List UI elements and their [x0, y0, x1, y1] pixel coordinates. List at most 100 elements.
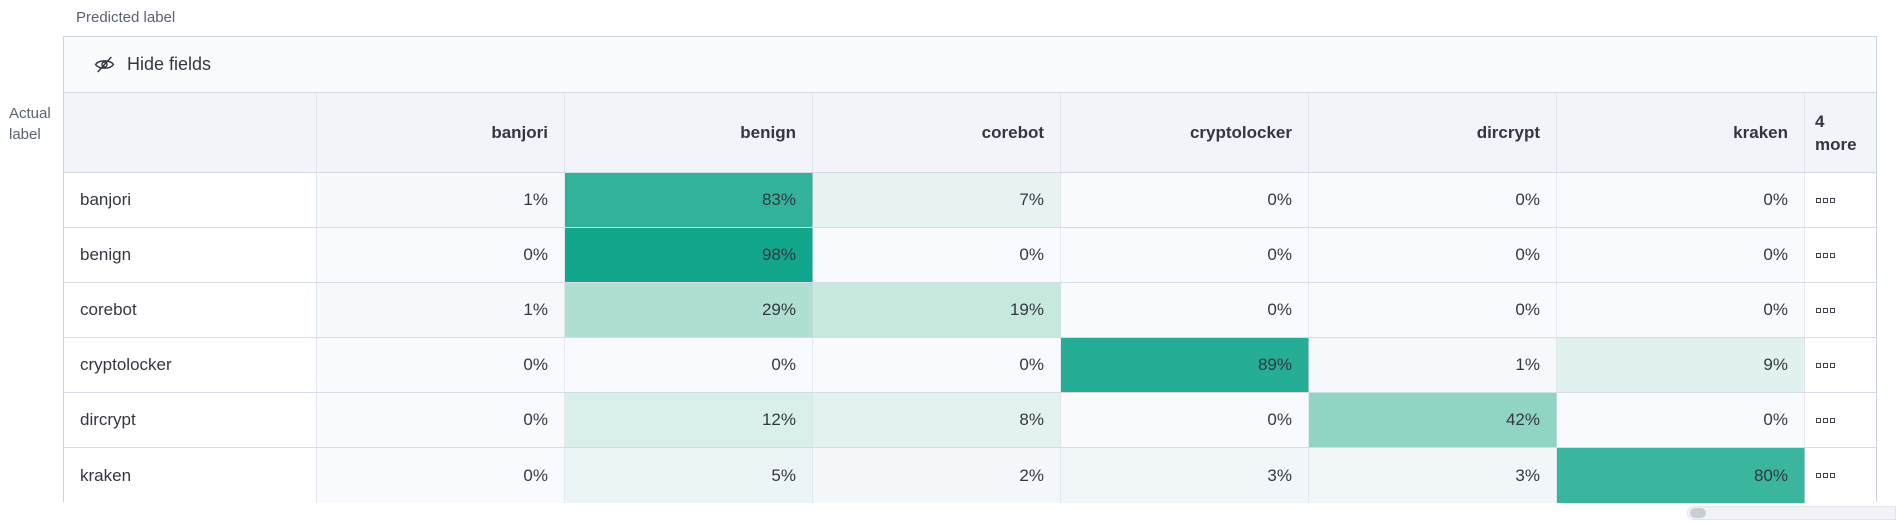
matrix-cell-cryptolocker-dircrypt: 1%: [1309, 338, 1557, 392]
box-glyph: [1816, 252, 1821, 258]
horizontal-scrollbar-thumb[interactable]: [1690, 508, 1706, 518]
boxes-horizontal-icon[interactable]: [1816, 417, 1835, 423]
box-glyph: [1816, 362, 1821, 368]
row-label-banjori: banjori: [64, 173, 317, 227]
box-glyph: [1830, 252, 1835, 258]
row-more-cell: [1805, 283, 1876, 337]
actual-axis-label-line2: label: [9, 126, 41, 143]
matrix-row-kraken: kraken 0% 5% 2% 3% 3% 80%: [64, 448, 1876, 503]
matrix-cell-kraken-cryptolocker: 3%: [1061, 448, 1309, 503]
box-glyph: [1830, 197, 1835, 203]
boxes-horizontal-icon[interactable]: [1816, 307, 1835, 313]
row-label-dircrypt: dircrypt: [64, 393, 317, 447]
column-header-cryptolocker[interactable]: cryptolocker: [1061, 93, 1309, 172]
box-glyph: [1823, 473, 1828, 478]
matrix-cell-dircrypt-benign: 12%: [565, 393, 813, 447]
matrix-cell-dircrypt-cryptolocker: 0%: [1061, 393, 1309, 447]
row-more-cell: [1805, 393, 1876, 447]
eye-closed-icon: [94, 54, 115, 75]
matrix-cell-kraken-benign: 5%: [565, 448, 813, 503]
boxes-horizontal-icon[interactable]: [1816, 473, 1835, 478]
matrix-rows: banjori 1% 83% 7% 0% 0% 0% benign 0% 98% 0% 0% 0% 0% c…: [64, 173, 1876, 503]
box-glyph: [1823, 307, 1828, 313]
row-label-benign: benign: [64, 228, 317, 282]
box-glyph: [1823, 417, 1828, 423]
box-glyph: [1823, 197, 1828, 203]
row-more-cell: [1805, 338, 1876, 392]
matrix-cell-corebot-benign: 29%: [565, 283, 813, 337]
actual-axis-label-line1: Actual: [9, 105, 51, 122]
matrix-cell-banjori-kraken: 0%: [1557, 173, 1805, 227]
matrix-cell-corebot-kraken: 0%: [1557, 283, 1805, 337]
matrix-cell-cryptolocker-kraken: 9%: [1557, 338, 1805, 392]
box-glyph: [1830, 417, 1835, 423]
matrix-cell-kraken-banjori: 0%: [317, 448, 565, 503]
hide-fields-button[interactable]: Hide fields: [64, 37, 1876, 93]
box-glyph: [1816, 197, 1821, 203]
matrix-row-dircrypt: dircrypt 0% 12% 8% 0% 42% 0%: [64, 393, 1876, 448]
matrix-cell-benign-kraken: 0%: [1557, 228, 1805, 282]
column-header-more[interactable]: 4 more: [1805, 93, 1876, 172]
row-more-cell: [1805, 173, 1876, 227]
column-header-dircrypt[interactable]: dircrypt: [1309, 93, 1557, 172]
confusion-matrix-grid: Hide fields banjori benign corebot cryptolo…: [63, 36, 1877, 503]
matrix-cell-kraken-corebot: 2%: [813, 448, 1061, 503]
matrix-row-cryptolocker: cryptolocker 0% 0% 0% 89% 1% 9%: [64, 338, 1876, 393]
box-glyph: [1816, 473, 1821, 478]
matrix-row-benign: benign 0% 98% 0% 0% 0% 0%: [64, 228, 1876, 283]
box-glyph: [1830, 362, 1835, 368]
boxes-horizontal-icon[interactable]: [1816, 197, 1835, 203]
column-header-corebot[interactable]: corebot: [813, 93, 1061, 172]
matrix-cell-cryptolocker-cryptolocker: 89%: [1061, 338, 1309, 392]
box-glyph: [1830, 307, 1835, 313]
matrix-cell-benign-banjori: 0%: [317, 228, 565, 282]
matrix-cell-banjori-cryptolocker: 0%: [1061, 173, 1309, 227]
box-glyph: [1823, 362, 1828, 368]
boxes-horizontal-icon[interactable]: [1816, 362, 1835, 368]
row-label-kraken: kraken: [64, 448, 317, 503]
matrix-cell-corebot-corebot: 19%: [813, 283, 1061, 337]
row-label-corebot: corebot: [64, 283, 317, 337]
matrix-cell-dircrypt-banjori: 0%: [317, 393, 565, 447]
header-corner-cell: [64, 93, 317, 172]
matrix-cell-banjori-dircrypt: 0%: [1309, 173, 1557, 227]
matrix-cell-corebot-dircrypt: 0%: [1309, 283, 1557, 337]
matrix-cell-corebot-cryptolocker: 0%: [1061, 283, 1309, 337]
more-columns-label: more: [1815, 134, 1857, 154]
box-glyph: [1816, 417, 1821, 423]
actual-axis-label: Actual label: [9, 103, 51, 145]
matrix-cell-banjori-benign: 83%: [565, 173, 813, 227]
matrix-cell-benign-benign: 98%: [565, 228, 813, 282]
boxes-horizontal-icon[interactable]: [1816, 252, 1835, 258]
matrix-cell-kraken-dircrypt: 3%: [1309, 448, 1557, 503]
horizontal-scrollbar[interactable]: [1687, 506, 1896, 520]
matrix-cell-benign-corebot: 0%: [813, 228, 1061, 282]
matrix-cell-kraken-kraken: 80%: [1557, 448, 1805, 503]
column-header-kraken[interactable]: kraken: [1557, 93, 1805, 172]
box-glyph: [1823, 252, 1828, 258]
row-more-cell: [1805, 448, 1876, 503]
matrix-cell-cryptolocker-banjori: 0%: [317, 338, 565, 392]
column-header-banjori[interactable]: banjori: [317, 93, 565, 172]
predicted-axis-label: Predicted label: [76, 9, 176, 26]
more-columns-count: 4: [1815, 111, 1825, 131]
matrix-cell-dircrypt-kraken: 0%: [1557, 393, 1805, 447]
matrix-cell-cryptolocker-benign: 0%: [565, 338, 813, 392]
matrix-cell-benign-dircrypt: 0%: [1309, 228, 1557, 282]
matrix-cell-dircrypt-corebot: 8%: [813, 393, 1061, 447]
box-glyph: [1830, 473, 1835, 478]
column-header-benign[interactable]: benign: [565, 93, 813, 172]
row-label-cryptolocker: cryptolocker: [64, 338, 317, 392]
matrix-cell-dircrypt-dircrypt: 42%: [1309, 393, 1557, 447]
matrix-cell-cryptolocker-corebot: 0%: [813, 338, 1061, 392]
hide-fields-label: Hide fields: [127, 54, 212, 74]
matrix-row-banjori: banjori 1% 83% 7% 0% 0% 0%: [64, 173, 1876, 228]
matrix-cell-banjori-banjori: 1%: [317, 173, 565, 227]
matrix-cell-benign-cryptolocker: 0%: [1061, 228, 1309, 282]
row-more-cell: [1805, 228, 1876, 282]
box-glyph: [1816, 307, 1821, 313]
matrix-cell-corebot-banjori: 1%: [317, 283, 565, 337]
predicted-label-header-row: banjori benign corebot cryptolocker dircrypt…: [64, 93, 1876, 173]
matrix-cell-banjori-corebot: 7%: [813, 173, 1061, 227]
matrix-row-corebot: corebot 1% 29% 19% 0% 0% 0%: [64, 283, 1876, 338]
